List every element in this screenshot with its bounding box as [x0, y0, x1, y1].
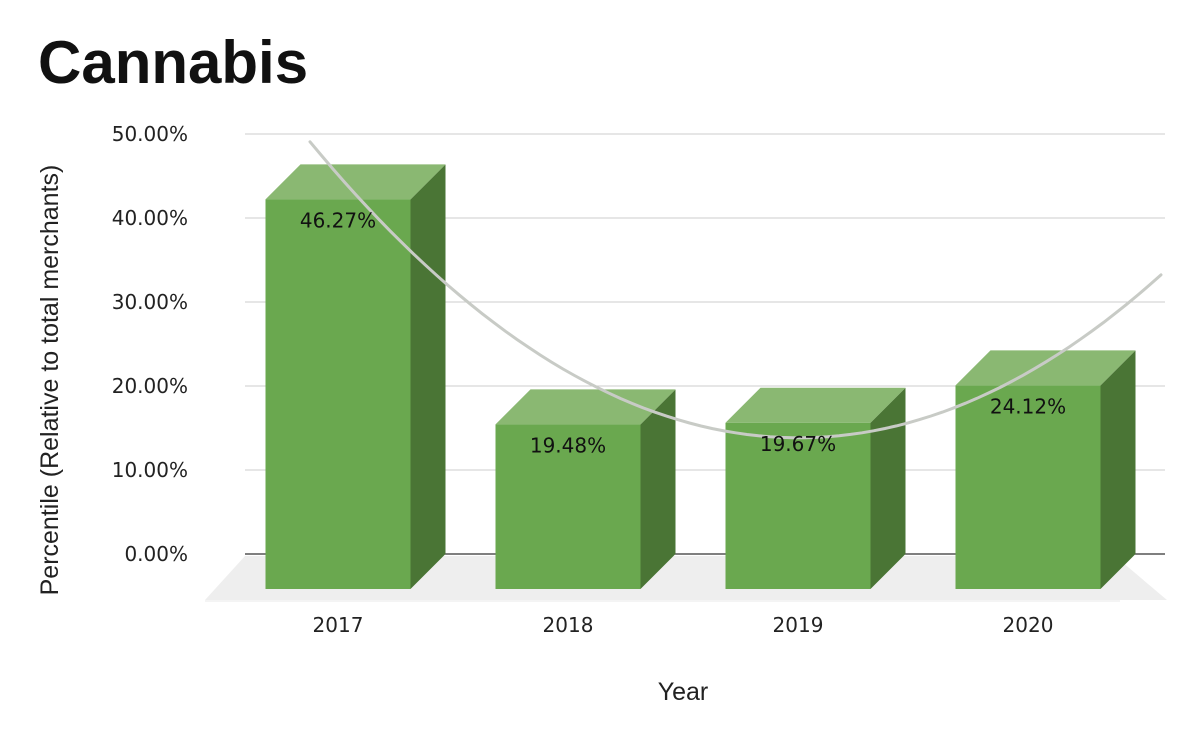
chart-title: Cannabis [38, 29, 309, 96]
y-tick-label: 20.00% [112, 374, 188, 398]
trendline [308, 140, 1163, 440]
y-tick-label: 0.00% [124, 542, 188, 566]
x-tick-label: 2018 [543, 613, 594, 637]
data-label: 19.67% [760, 432, 836, 456]
bar-top-face [725, 387, 906, 423]
x-axis-title: Year [658, 678, 709, 706]
trendline-curve [308, 140, 1163, 440]
data-label: 19.48% [530, 433, 606, 457]
bar-2017 [265, 164, 446, 589]
y-tick-label: 10.00% [112, 458, 188, 482]
y-tick-label: 50.00% [112, 122, 188, 146]
chart-floor [205, 556, 1167, 602]
bar-2018 [495, 389, 676, 589]
y-tick-label: 30.00% [112, 290, 188, 314]
bar-top-face [495, 389, 676, 425]
bar-top-face [955, 350, 1136, 386]
x-axis-ticks: 2017 2018 2019 2020 [313, 613, 1054, 637]
bar-2020 [955, 350, 1136, 589]
y-axis-ticks: 0.00% 10.00% 20.00% 30.00% 40.00% 50.00% [112, 122, 188, 566]
bar-front-face [955, 385, 1101, 589]
floor-plane [205, 556, 1167, 600]
bar-front-face [265, 199, 411, 589]
bars [265, 164, 1136, 589]
data-label: 24.12% [990, 394, 1066, 418]
x-tick-label: 2017 [313, 613, 364, 637]
bar-top-face [265, 164, 446, 200]
floor-edge [205, 600, 1120, 602]
x-tick-label: 2019 [773, 613, 824, 637]
data-label: 46.27% [300, 208, 376, 232]
y-axis-title: Percentile (Relative to total merchants) [36, 165, 64, 596]
x-tick-label: 2020 [1003, 613, 1054, 637]
y-tick-label: 40.00% [112, 206, 188, 230]
bar-front-face [725, 422, 871, 589]
data-labels: 46.27% 19.48% 19.67% 24.12% [300, 208, 1066, 457]
bar-2019 [725, 387, 906, 589]
bar-side-face [870, 387, 906, 589]
bar-side-face [640, 389, 676, 589]
bar-side-face [410, 164, 446, 589]
bar-side-face [1100, 350, 1136, 589]
bar-front-face [495, 424, 641, 589]
